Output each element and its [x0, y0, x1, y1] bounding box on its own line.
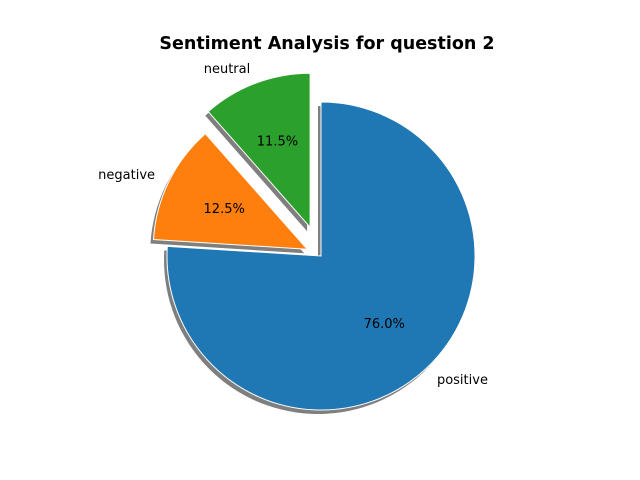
slice-label-positive: positive	[437, 373, 488, 388]
pie-slice-positive	[166, 101, 476, 411]
slice-pct-label-negative: 12.5%	[204, 202, 245, 217]
slice-pct-label-neutral: 11.5%	[257, 134, 298, 149]
pie-slice-negative	[152, 133, 309, 250]
pie-slice-neutral	[207, 72, 311, 229]
pie-slice-layer	[152, 72, 476, 411]
chart-title: Sentiment Analysis for question 2	[159, 34, 494, 54]
slice-pct-label-positive: 76.0%	[364, 317, 405, 332]
slice-label-neutral: neutral	[204, 62, 251, 77]
pie-label-layer: positive 76.0% negative 12.5% neutral 11.5%	[98, 62, 488, 388]
slice-label-negative: negative	[98, 168, 155, 183]
